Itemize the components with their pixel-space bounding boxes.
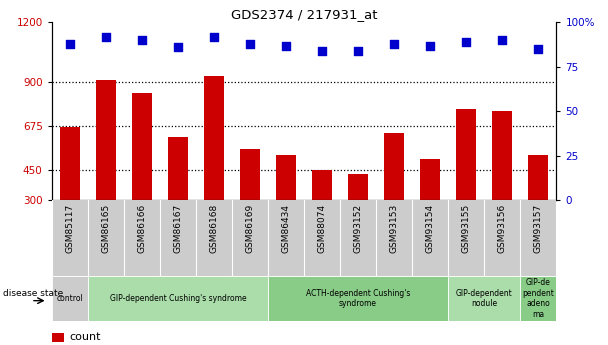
Bar [528, 155, 548, 259]
Point [389, 41, 399, 47]
Point [317, 48, 327, 53]
Point [281, 43, 291, 48]
Text: control: control [57, 294, 83, 303]
Bar [168, 137, 188, 259]
Text: ACTH-dependent Cushing's
syndrome: ACTH-dependent Cushing's syndrome [306, 289, 410, 308]
Bar [96, 80, 116, 259]
Bar [420, 159, 440, 259]
Bar [52, 333, 64, 342]
Bar [312, 169, 332, 259]
Bar [456, 109, 476, 259]
Bar [60, 127, 80, 259]
Text: GSM86169: GSM86169 [246, 204, 254, 253]
Text: GIP-dependent Cushing's syndrome: GIP-dependent Cushing's syndrome [109, 294, 246, 303]
Point [101, 34, 111, 39]
Bar [276, 155, 296, 259]
Point [209, 34, 219, 39]
Text: GSM88074: GSM88074 [317, 204, 326, 253]
Point [353, 48, 363, 53]
Bar [204, 76, 224, 259]
Text: GSM86166: GSM86166 [137, 204, 147, 253]
Title: GDS2374 / 217931_at: GDS2374 / 217931_at [231, 8, 377, 21]
Text: GSM93156: GSM93156 [498, 204, 506, 253]
Point [137, 37, 147, 43]
Text: GIP-de
pendent
adeno
ma: GIP-de pendent adeno ma [522, 278, 554, 318]
Point [533, 46, 543, 52]
Text: disease state: disease state [2, 288, 63, 297]
Bar [88, 276, 268, 321]
Bar [384, 133, 404, 259]
Text: count: count [70, 333, 102, 342]
Text: GSM93154: GSM93154 [426, 204, 435, 253]
Point [426, 43, 435, 48]
Point [245, 41, 255, 47]
Text: GSM93153: GSM93153 [390, 204, 399, 253]
Point [497, 37, 507, 43]
Bar [348, 175, 368, 259]
Bar [132, 93, 152, 259]
Text: GSM85117: GSM85117 [65, 204, 74, 253]
Bar [268, 276, 448, 321]
Text: GSM86165: GSM86165 [102, 204, 110, 253]
Text: GSM86168: GSM86168 [209, 204, 218, 253]
Text: GSM86434: GSM86434 [282, 204, 291, 253]
Bar [240, 149, 260, 259]
Bar [520, 276, 556, 321]
Text: GSM93155: GSM93155 [461, 204, 471, 253]
Text: GSM86167: GSM86167 [173, 204, 182, 253]
Text: GIP-dependent
nodule: GIP-dependent nodule [456, 289, 513, 308]
Text: GSM93152: GSM93152 [354, 204, 362, 253]
Bar [448, 276, 520, 321]
Bar [492, 111, 512, 259]
Point [173, 45, 183, 50]
Text: GSM93157: GSM93157 [534, 204, 543, 253]
Bar [52, 276, 88, 321]
Point [461, 39, 471, 45]
Point [65, 41, 75, 47]
